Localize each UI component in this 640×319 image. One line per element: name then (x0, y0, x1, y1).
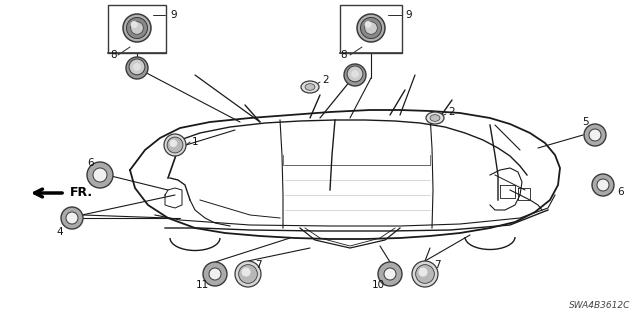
Circle shape (592, 174, 614, 196)
Circle shape (93, 168, 107, 182)
Circle shape (239, 265, 257, 283)
Text: 2: 2 (322, 75, 328, 85)
Circle shape (129, 59, 145, 75)
Circle shape (344, 64, 366, 86)
Circle shape (351, 70, 359, 78)
Ellipse shape (301, 81, 319, 93)
Circle shape (209, 268, 221, 280)
Circle shape (412, 261, 438, 287)
Text: 7: 7 (434, 260, 440, 270)
Circle shape (589, 129, 601, 141)
Text: 6: 6 (617, 187, 623, 197)
Circle shape (419, 268, 428, 277)
Circle shape (365, 21, 372, 28)
Text: 8: 8 (110, 50, 116, 60)
Circle shape (61, 207, 83, 229)
Circle shape (384, 268, 396, 280)
Ellipse shape (426, 112, 444, 124)
Circle shape (235, 261, 261, 287)
Circle shape (597, 179, 609, 191)
Text: 5: 5 (582, 117, 589, 127)
Text: 9: 9 (170, 10, 177, 20)
Text: SWA4B3612C: SWA4B3612C (568, 301, 630, 310)
Circle shape (167, 137, 183, 153)
Text: 8: 8 (340, 50, 347, 60)
Circle shape (127, 18, 147, 39)
Text: 9: 9 (405, 10, 412, 20)
Circle shape (126, 57, 148, 79)
Bar (108, 5, 166, 53)
Circle shape (87, 162, 113, 188)
Circle shape (378, 262, 402, 286)
Text: 4: 4 (57, 227, 63, 237)
Circle shape (123, 14, 151, 42)
Text: 6: 6 (87, 158, 93, 168)
Ellipse shape (305, 84, 315, 90)
Circle shape (365, 22, 378, 34)
Text: 7: 7 (255, 260, 262, 270)
Circle shape (584, 124, 606, 146)
Text: 11: 11 (195, 280, 209, 290)
Circle shape (203, 262, 227, 286)
Text: 1: 1 (192, 137, 198, 147)
Circle shape (415, 265, 435, 283)
Circle shape (241, 268, 251, 277)
Circle shape (131, 22, 143, 34)
Circle shape (360, 18, 381, 39)
Text: 2: 2 (448, 107, 454, 117)
Ellipse shape (430, 115, 440, 121)
Circle shape (347, 66, 363, 82)
Bar (340, 5, 402, 53)
Circle shape (66, 212, 78, 224)
Circle shape (170, 139, 177, 147)
Text: FR.: FR. (70, 187, 93, 199)
Circle shape (164, 134, 186, 156)
Circle shape (131, 21, 138, 28)
Circle shape (357, 14, 385, 42)
Text: 10: 10 (371, 280, 385, 290)
Circle shape (133, 63, 141, 71)
